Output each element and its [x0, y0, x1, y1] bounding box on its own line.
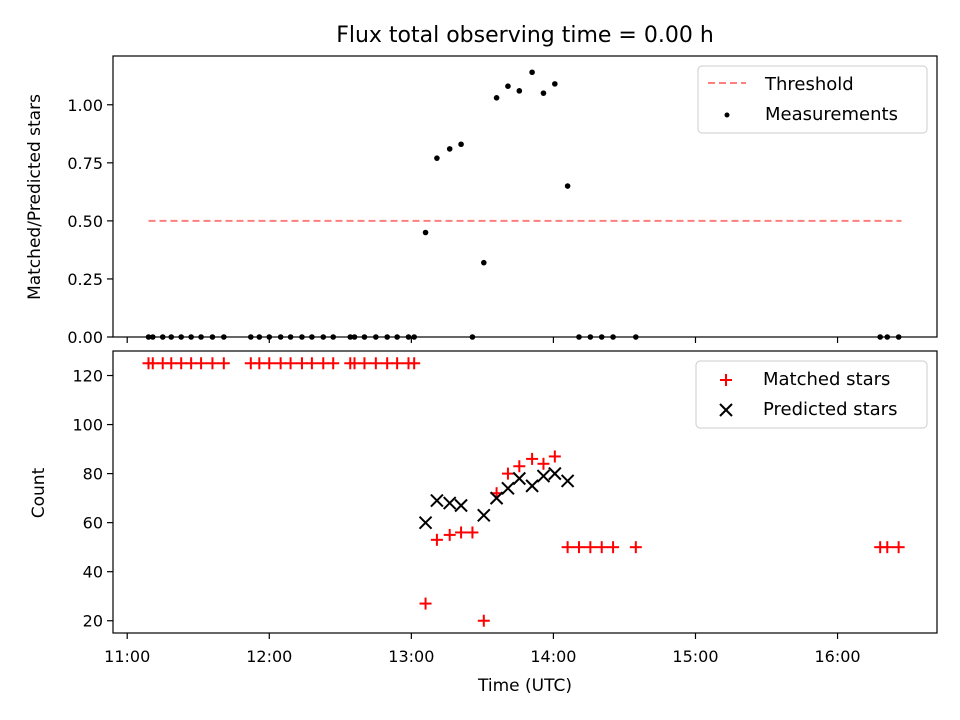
matched-star-point: [561, 541, 574, 554]
predicted-star-point: [442, 496, 457, 510]
matched-star-point: [206, 357, 219, 370]
matched-star-point: [327, 357, 340, 370]
matched-star-point: [607, 541, 620, 554]
measurement-point: [481, 259, 487, 266]
matched-star-point: [284, 357, 297, 370]
measurement-point: [564, 183, 571, 189]
measurement-point: [540, 90, 547, 96]
top-y-axis-label: Matched/Predicted stars: [25, 94, 45, 300]
matched-star-point: [455, 526, 468, 539]
bottom-y-tick-label: 20: [83, 612, 103, 631]
top-y-tick-label: 0.00: [67, 328, 103, 347]
measurement-point: [552, 81, 558, 87]
matched-star-point: [305, 357, 318, 370]
matched-star-point: [584, 541, 597, 554]
bottom-legend-box: [695, 360, 928, 429]
matched-star-point: [892, 541, 905, 554]
matched-star-point: [548, 450, 561, 463]
top-panel: 0.00 0.25 0.50 0.75 1.00 Matched/Predicted s…: [25, 55, 938, 347]
top-legend-box: [697, 65, 928, 134]
measurement-point: [493, 95, 500, 101]
measurements-legend-swatch: [724, 112, 730, 118]
chart-title: Flux total observing time = 0.00 h: [336, 23, 714, 48]
predicted-legend-swatch: [719, 403, 733, 417]
predicted-star-point: [501, 481, 515, 496]
matched-star-point: [629, 541, 642, 554]
measurement-point: [422, 229, 429, 236]
matched-legend-swatch: [720, 374, 732, 386]
x-tick-label: 15:00: [672, 647, 718, 666]
x-axis-label: Time (UTC): [477, 676, 572, 696]
top-y-tick-label: 0.25: [67, 270, 103, 289]
top-y-tick-label: 0.75: [67, 154, 103, 173]
measurement-point: [446, 146, 453, 152]
predicted-star-point: [489, 491, 504, 505]
x-tick-label: 13:00: [388, 647, 434, 666]
measurement-point: [529, 69, 535, 76]
bottom-panel-frame: [112, 350, 938, 634]
matched-star-point: [391, 357, 404, 370]
top-y-tick-label: 1.00: [67, 96, 103, 115]
measurement-point: [516, 88, 523, 94]
matched-star-point: [217, 357, 230, 370]
measurements-legend-label: Measurements: [765, 104, 898, 125]
matched-star-point: [537, 457, 550, 470]
predicted-star-point: [548, 466, 562, 481]
measurement-point: [458, 141, 464, 148]
predicted-star-point: [512, 471, 527, 486]
predicted-star-point: [560, 474, 575, 488]
matched-star-point: [466, 526, 479, 539]
bottom-legend: Matched stars Predicted stars: [695, 360, 928, 429]
matched-star-point: [419, 597, 432, 610]
bottom-y-tick-label: 120: [72, 367, 103, 386]
x-tick-label: 14:00: [530, 647, 576, 666]
matched-star-point: [408, 357, 421, 370]
measurement-point: [434, 155, 440, 161]
predicted-star-point: [454, 498, 468, 513]
predicted-star-point: [477, 508, 491, 523]
bottom-y-tick-label: 60: [83, 514, 103, 533]
threshold-legend-label: Threshold: [764, 74, 854, 95]
top-panel-frame: [112, 55, 938, 338]
matched-star-point: [501, 467, 514, 480]
x-tick-label: 12:00: [246, 647, 292, 666]
matched-legend-label: Matched stars: [763, 369, 890, 390]
matched-star-point: [881, 541, 894, 554]
matched-star-point: [369, 357, 382, 370]
predicted-star-point: [525, 479, 539, 493]
top-y-tick-label: 0.50: [67, 212, 103, 231]
matched-star-point: [430, 533, 443, 546]
predicted-star-point: [418, 515, 433, 530]
bottom-y-tick-label: 40: [83, 563, 103, 582]
bottom-y-tick-label: 100: [72, 416, 103, 435]
x-tick-label: 11:00: [104, 647, 150, 666]
predicted-legend-label: Predicted stars: [763, 399, 897, 420]
matched-star-point: [513, 460, 526, 473]
predicted-star-point: [536, 469, 551, 483]
matched-star-point: [526, 452, 539, 465]
matched-star-point: [595, 541, 608, 554]
bottom-panel: 20 40 60 80 100 120 11:00 12:00 13:00 14:00 15:00…: [29, 350, 938, 696]
bottom-y-tick-label: 80: [83, 465, 103, 484]
matched-star-point: [263, 357, 276, 370]
top-legend: Threshold Measurements: [697, 65, 928, 134]
matched-star-point: [477, 614, 490, 627]
matched-star-point: [358, 357, 371, 370]
matched-star-point: [195, 357, 208, 370]
measurement-point: [505, 83, 511, 89]
matched-star-point: [572, 541, 585, 554]
predicted-star-point: [430, 493, 444, 508]
x-tick-label: 16:00: [814, 647, 860, 666]
bottom-y-axis-label: Count: [29, 467, 49, 518]
matched-star-point: [443, 528, 456, 541]
